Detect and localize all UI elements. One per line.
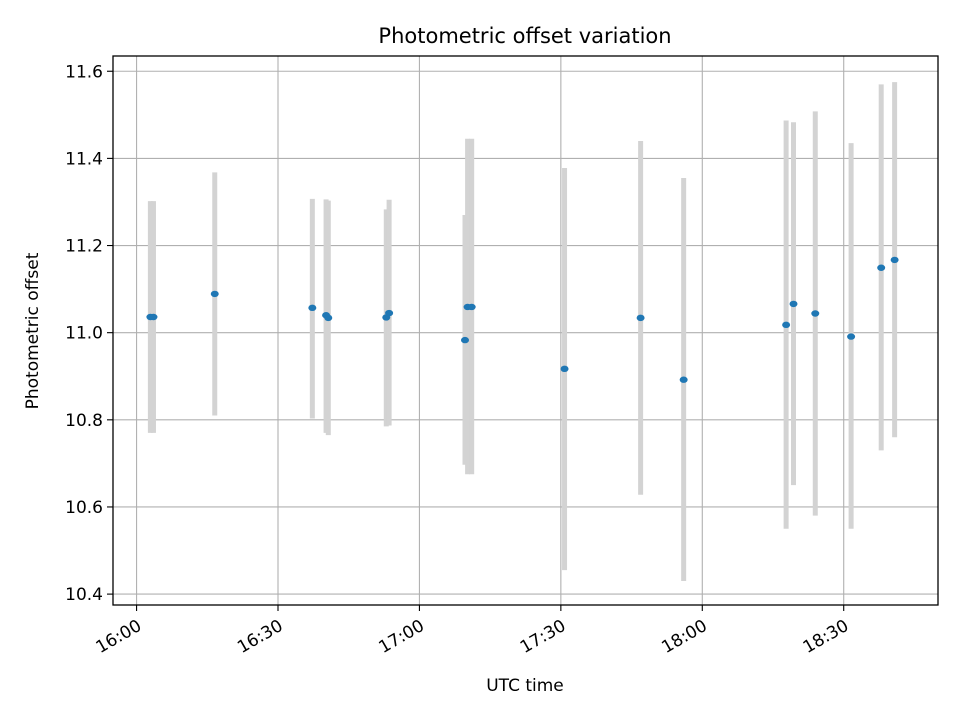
point-layer [146, 256, 899, 383]
data-point [324, 314, 333, 322]
data-point [847, 333, 856, 340]
data-point [308, 304, 317, 312]
y-tick-label: 11.0 [65, 324, 103, 344]
y-axis-title: Photometric offset [23, 252, 43, 409]
y-tick-label: 11.2 [65, 237, 103, 257]
chart-title: Photometric offset variation [378, 24, 671, 48]
data-point [890, 256, 899, 264]
y-tick-label: 10.8 [65, 411, 103, 431]
y-tick-label: 11.6 [65, 62, 103, 82]
data-point [877, 264, 886, 271]
data-point [811, 310, 820, 317]
y-axis-ticks: 10.4 10.6 10.8 11.0 11.2 11.4 11.6 [65, 62, 113, 605]
grid-layer [113, 56, 938, 605]
data-point [782, 321, 791, 329]
y-tick-label: 11.4 [65, 149, 103, 169]
data-point [679, 376, 688, 383]
y-tick-label: 10.6 [65, 498, 103, 518]
data-point [789, 300, 798, 308]
data-point [461, 336, 469, 344]
y-tick-label: 10.4 [65, 585, 103, 605]
data-point [467, 303, 476, 311]
plot-frame [112, 55, 939, 606]
x-axis-title: UTC time [486, 676, 564, 696]
data-point [385, 309, 394, 317]
data-point [149, 313, 158, 321]
data-point [210, 290, 219, 298]
data-point [560, 365, 569, 373]
data-point [636, 314, 645, 322]
